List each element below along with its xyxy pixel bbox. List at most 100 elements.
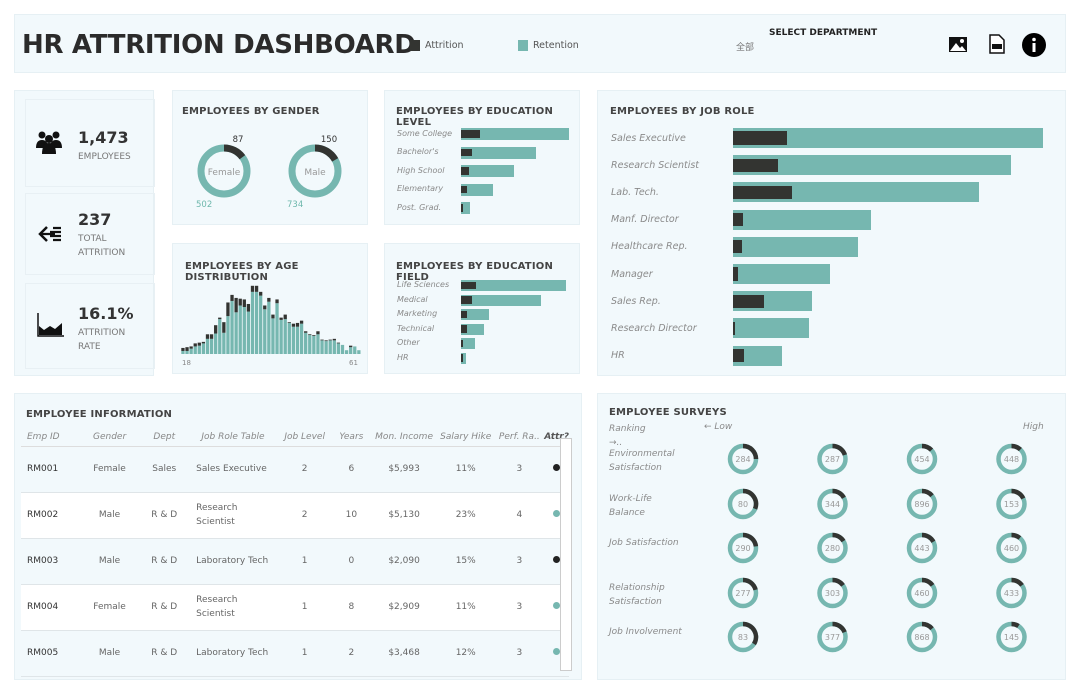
age-bar-retention[interactable] (189, 348, 193, 354)
age-bar-attrition[interactable] (263, 305, 267, 310)
age-bar-attrition[interactable] (218, 317, 222, 320)
age-bar-retention[interactable] (254, 291, 259, 354)
attrition-bar[interactable] (733, 321, 735, 335)
age-bar-attrition[interactable] (267, 297, 271, 302)
attrition-bar[interactable] (733, 349, 745, 363)
survey-donut[interactable] (727, 577, 759, 608)
attrition-bar[interactable] (461, 339, 463, 348)
table-row[interactable]: RM001 Female Sales Sales Executive 2 6 $5,993 1… (21, 446, 569, 493)
age-bar-retention[interactable] (357, 350, 361, 354)
column-header[interactable]: Gender (78, 428, 141, 447)
retention-bar[interactable] (733, 318, 810, 339)
attrition-bar[interactable] (733, 158, 778, 172)
age-bar-attrition[interactable] (275, 299, 279, 304)
age-bar-retention[interactable] (308, 335, 312, 354)
age-bar-retention[interactable] (209, 338, 214, 354)
attrition-bar[interactable] (461, 281, 477, 290)
age-bar-retention[interactable] (349, 347, 353, 354)
attrition-bar[interactable] (461, 185, 467, 194)
retention-bar[interactable] (733, 155, 1011, 176)
retention-bar[interactable] (733, 264, 830, 284)
info-icon[interactable] (1022, 33, 1046, 57)
retention-bar[interactable] (733, 182, 980, 203)
table-row[interactable]: RM005 Male R & D Laboratory Tech 1 2 $3,468 12%… (21, 630, 569, 677)
age-bar-attrition[interactable] (189, 346, 193, 349)
age-bar-retention[interactable] (222, 332, 226, 354)
survey-donut[interactable] (727, 532, 759, 564)
age-bar-attrition[interactable] (328, 339, 332, 341)
column-header[interactable]: Perf. Ra.. (494, 428, 545, 447)
age-bar-attrition[interactable] (320, 339, 324, 341)
age-bar-retention[interactable] (218, 319, 222, 354)
age-bar-retention[interactable] (316, 334, 320, 354)
age-bar-attrition[interactable] (316, 331, 320, 335)
age-bar-attrition[interactable] (279, 317, 283, 320)
age-bar-attrition[interactable] (254, 285, 259, 292)
age-bar-retention[interactable] (299, 323, 304, 354)
survey-donut[interactable] (817, 532, 848, 564)
retention-bar[interactable] (461, 202, 471, 214)
age-bar-attrition[interactable] (291, 323, 296, 327)
age-bar-retention[interactable] (291, 326, 296, 354)
column-header[interactable]: Years (331, 428, 372, 447)
attrition-bar[interactable] (733, 240, 742, 254)
age-bar-attrition[interactable] (283, 314, 287, 320)
age-bar-retention[interactable] (205, 338, 210, 354)
retention-bar[interactable] (461, 338, 476, 349)
age-bar-retention[interactable] (279, 319, 283, 354)
survey-donut[interactable] (906, 577, 938, 608)
age-bar-retention[interactable] (304, 332, 308, 354)
age-bar-attrition[interactable] (201, 341, 206, 344)
survey-donut[interactable] (906, 488, 938, 519)
age-bar-attrition[interactable] (242, 299, 246, 308)
age-bar-attrition[interactable] (259, 291, 263, 296)
survey-donut[interactable] (817, 621, 848, 653)
age-bar-retention[interactable] (295, 326, 300, 354)
survey-donut[interactable] (727, 621, 759, 653)
image-download-icon[interactable] (948, 36, 968, 54)
age-bar-retention[interactable] (197, 345, 201, 354)
survey-donut[interactable] (906, 443, 938, 475)
survey-donut[interactable] (996, 621, 1027, 653)
attrition-bar[interactable] (461, 130, 480, 138)
attrition-bar[interactable] (461, 296, 472, 304)
age-bar-retention[interactable] (340, 344, 345, 354)
age-bar-attrition[interactable] (205, 334, 210, 339)
age-bar-retention[interactable] (185, 350, 189, 354)
age-bar-retention[interactable] (320, 340, 324, 354)
survey-donut[interactable] (996, 488, 1027, 519)
attrition-bar[interactable] (461, 167, 470, 175)
retention-bar[interactable] (461, 183, 494, 196)
age-bar-attrition[interactable] (271, 314, 275, 319)
age-bar-retention[interactable] (275, 303, 279, 354)
retention-bar[interactable] (461, 294, 542, 306)
attrition-bar[interactable] (461, 325, 467, 333)
age-bar-attrition[interactable] (209, 334, 214, 339)
department-filter-select[interactable]: 全部 (736, 43, 755, 53)
age-bar-attrition[interactable] (336, 342, 341, 344)
age-bar-attrition[interactable] (295, 322, 300, 327)
age-bar-attrition[interactable] (246, 303, 251, 312)
attrition-bar[interactable] (733, 131, 788, 145)
age-bar-attrition[interactable] (332, 338, 336, 341)
column-header[interactable]: Job Role Table (188, 428, 278, 447)
survey-donut[interactable] (906, 621, 938, 653)
survey-donut[interactable] (996, 443, 1027, 475)
age-bar-retention[interactable] (312, 335, 316, 354)
survey-donut[interactable] (817, 577, 848, 608)
survey-donut[interactable] (727, 443, 759, 475)
table-row[interactable]: RM002 Male R & D Research Scientist 2 10 $5,13… (21, 492, 569, 539)
age-bar-attrition[interactable] (238, 298, 242, 306)
age-bar-attrition[interactable] (234, 297, 238, 313)
age-bar-attrition[interactable] (197, 342, 201, 346)
column-header[interactable]: Mon. Income (371, 428, 437, 447)
age-bar-retention[interactable] (353, 346, 357, 354)
table-scrollbar[interactable] (560, 438, 572, 671)
retention-bar[interactable] (461, 280, 566, 291)
age-bar-retention[interactable] (214, 333, 218, 354)
table-row[interactable]: RM003 Male R & D Laboratory Tech 1 0 $2,090 15%… (21, 538, 569, 585)
age-bar-retention[interactable] (324, 341, 328, 354)
age-bar-attrition[interactable] (226, 302, 230, 317)
age-bar-attrition[interactable] (324, 340, 328, 342)
attrition-bar[interactable] (461, 148, 472, 157)
